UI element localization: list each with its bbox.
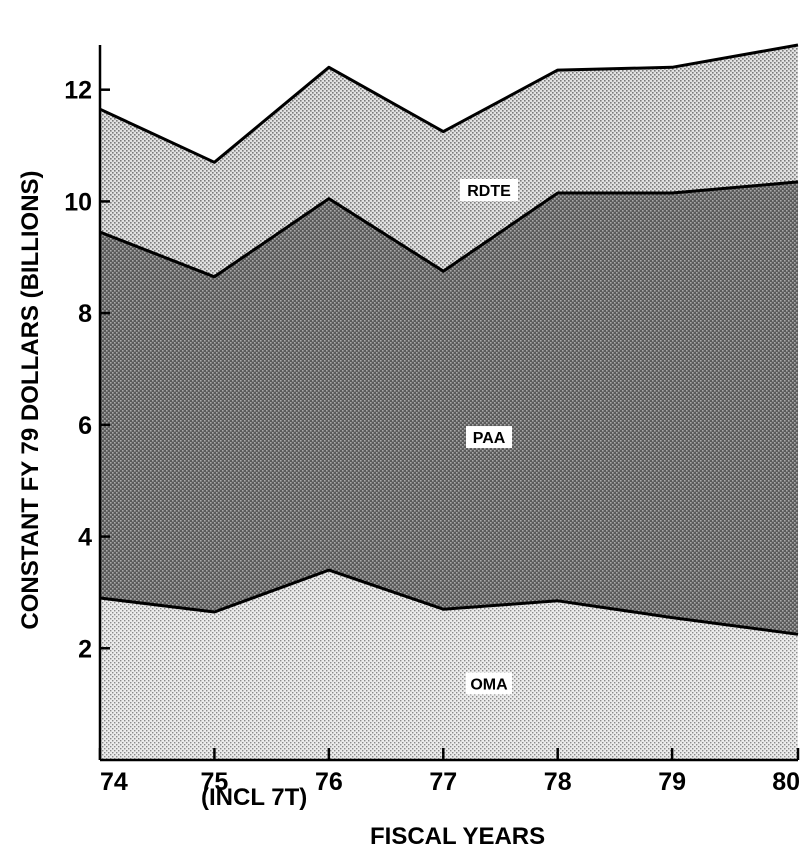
y-tick-label-12: 12 [64,77,92,105]
x-axis-note: (INCL 7T) [201,784,307,811]
y-tick-label-10: 10 [64,188,92,216]
line-rdte-top [99,43,799,164]
y-tick-label-2: 2 [78,635,92,663]
area-rdte [100,45,798,277]
line-paa-top [99,180,799,279]
y-tick-label-6: 6 [78,412,92,440]
x-tick-label-75: 75 [201,768,229,796]
label-box-oma [466,672,512,695]
label-box-rdte [460,178,518,201]
series-boundary-lines [99,43,799,636]
axes [98,45,798,762]
x-tick-label-78: 78 [544,768,572,796]
series-label-oma: OMA [470,676,508,693]
x-tick-label-77: 77 [429,768,457,796]
area-oma [100,570,798,760]
series-labels: OMA PAA RDTE [460,178,518,695]
series-label-rdte: RDTE [467,183,511,200]
y-tick-label-4: 4 [78,524,92,552]
x-tick-label-74: 74 [100,768,128,796]
x-axis-title: FISCAL YEARS [370,823,545,850]
series-label-paa: PAA [473,430,506,447]
x-tick-label-76: 76 [315,768,343,796]
area-layers [100,45,798,760]
y-tick-label-8: 8 [78,300,92,328]
x-tick-label-80: 80 [772,768,800,796]
label-box-paa [466,426,512,449]
line-oma-top [99,568,799,636]
y-axis-title: CONSTANT FY 79 DOLLARS (BILLIONS) [17,170,44,629]
area-paa [100,181,798,635]
ticks: 2 4 6 8 10 12 74 75 76 77 78 79 80 [64,77,800,796]
x-tick-label-79: 79 [658,768,686,796]
